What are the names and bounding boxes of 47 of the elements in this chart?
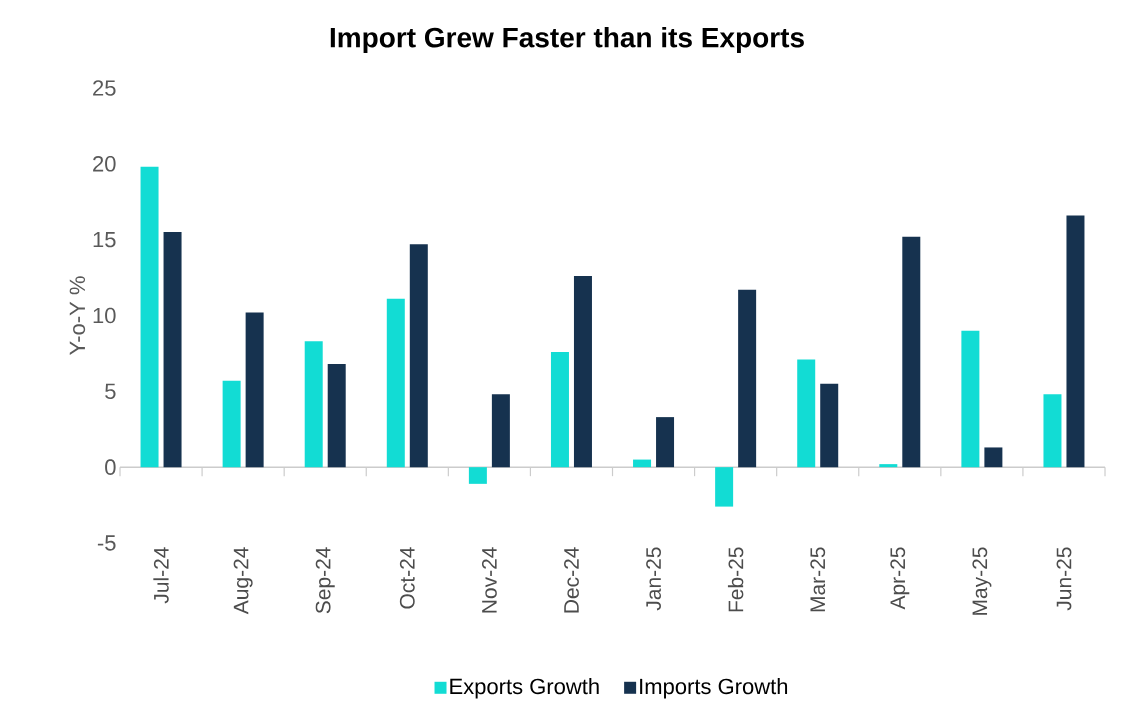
bar — [304, 341, 323, 468]
bar — [1043, 394, 1062, 468]
legend-label: Imports Growth — [640, 678, 788, 699]
bar — [550, 351, 569, 468]
bar — [820, 383, 839, 468]
y-tick-label: 5 — [105, 383, 116, 400]
bar — [140, 166, 159, 468]
bar — [961, 330, 980, 468]
y-tick-label: 0 — [105, 459, 116, 475]
bar — [902, 236, 921, 468]
bar — [738, 289, 757, 468]
y-tick-label: -5 — [97, 535, 116, 551]
bar — [222, 380, 241, 468]
bar — [409, 244, 428, 468]
x-tick-label: Aug-24 — [233, 547, 253, 615]
legend-label: Exports Growth — [450, 678, 599, 699]
x-tick-label: Mar-25 — [810, 547, 826, 612]
x-tick-label: Jan-25 — [646, 547, 661, 611]
x-tick-label: Nov-24 — [481, 547, 497, 613]
y-tick-label: 20 — [93, 156, 116, 172]
bar — [984, 447, 1003, 468]
bar — [715, 467, 734, 507]
x-tick-label: Oct-24 — [399, 547, 415, 609]
bar — [633, 459, 652, 468]
x-tick-label: Jun-25 — [1056, 547, 1072, 611]
x-tick-label: Jul-24 — [153, 547, 169, 604]
bar — [797, 359, 816, 468]
bar — [491, 394, 510, 468]
y-tick-label: 15 — [93, 231, 116, 248]
y-tick-label: 25 — [93, 80, 116, 96]
bar — [656, 417, 675, 468]
bar — [386, 298, 405, 468]
y-axis-title: Y-o-Y % — [69, 276, 86, 355]
bar — [327, 364, 346, 468]
bar — [879, 464, 898, 468]
chart-title: Import Grew Faster than its Exports — [330, 26, 804, 54]
y-tick-label: 10 — [93, 307, 116, 324]
x-tick-label: Apr-25 — [890, 547, 910, 610]
bar — [1066, 215, 1085, 468]
x-tick-label: Dec-24 — [564, 547, 579, 613]
bar — [245, 312, 264, 468]
bar — [573, 276, 592, 468]
bar — [163, 232, 182, 468]
x-tick-label: Sep-24 — [315, 547, 335, 614]
x-tick-label: Feb-25 — [727, 547, 744, 612]
bar — [468, 467, 487, 484]
x-tick-label: May-25 — [972, 547, 992, 615]
